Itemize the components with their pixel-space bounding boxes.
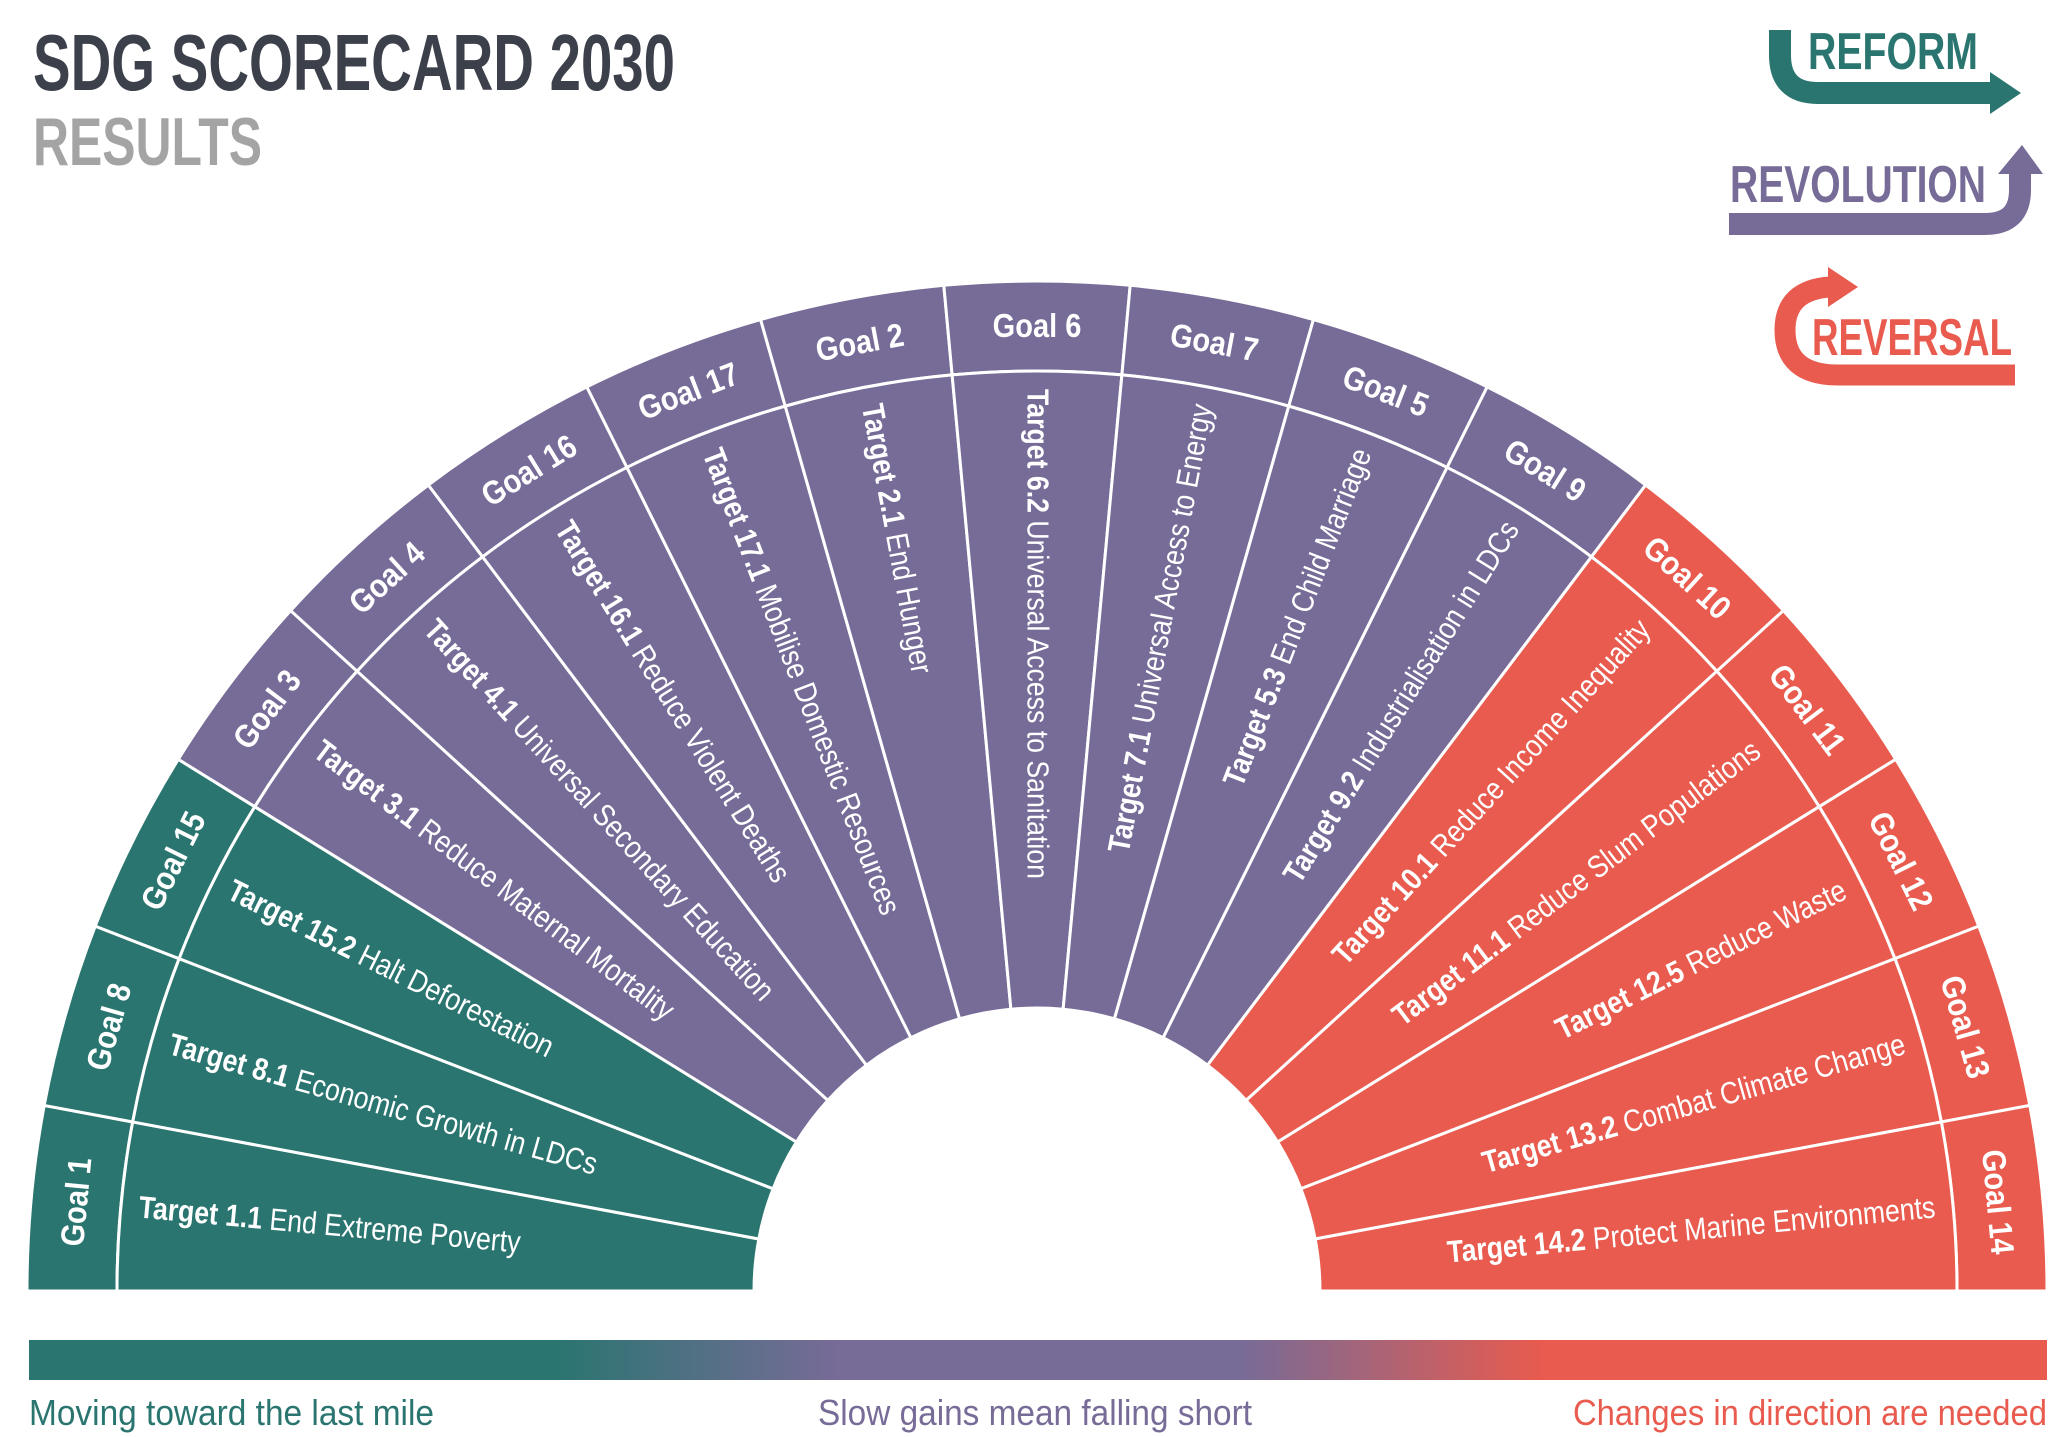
scale-label-middle: Slow gains mean falling short (818, 1392, 1252, 1433)
scale-label-right: Changes in direction are needed (1573, 1392, 2047, 1433)
target-label: Target 6.2 Universal Access to Sanitatio… (1020, 389, 1054, 879)
legend-label-reversal: REVERSAL (1812, 309, 2012, 367)
legend-item-reform: REFORM (1769, 23, 2021, 114)
goal-label: Goal 6 (993, 307, 1082, 344)
segment-goal-6: Goal 6 Target 6.2 Universal Access to San… (942, 279, 1132, 1011)
legend-label-reform: REFORM (1808, 23, 1978, 81)
arrow-right-head-icon (1990, 72, 2021, 114)
goal-fan: Goal 1 Target 1.1 End Extreme PovertyGoal… (25, 279, 2049, 1293)
legend-item-revolution: REVOLUTION (1729, 145, 2043, 235)
legend: REFORM REVOLUTION REVERSAL (1729, 23, 2043, 386)
goal-label: Goal 1 (54, 1156, 99, 1248)
progress-scale-bar (29, 1340, 2047, 1380)
target-band (1313, 1120, 1959, 1293)
scale-label-left: Moving toward the last mile (29, 1392, 434, 1433)
segment-goal-8: Goal 8 Target 8.1 Economic Growth in LDCs (42, 924, 776, 1241)
legend-item-reversal: REVERSAL (1774, 267, 2015, 386)
arrow-u-turn-head-icon (1828, 267, 1858, 307)
arrow-up-head-icon (1998, 145, 2043, 174)
arrow-u-turn-icon (1774, 276, 2015, 386)
target-spacer (1020, 513, 1054, 520)
arrow-up-icon (1729, 170, 2031, 235)
target-id: Target 6.2 (1020, 389, 1054, 513)
target-title: Universal Access to Sanitation (1020, 520, 1054, 879)
page-title: SDG SCORECARD 2030 (33, 18, 675, 107)
arrow-right-icon (1769, 30, 1992, 104)
page-subtitle: RESULTS (33, 104, 262, 180)
legend-label-revolution: REVOLUTION (1730, 156, 1986, 214)
